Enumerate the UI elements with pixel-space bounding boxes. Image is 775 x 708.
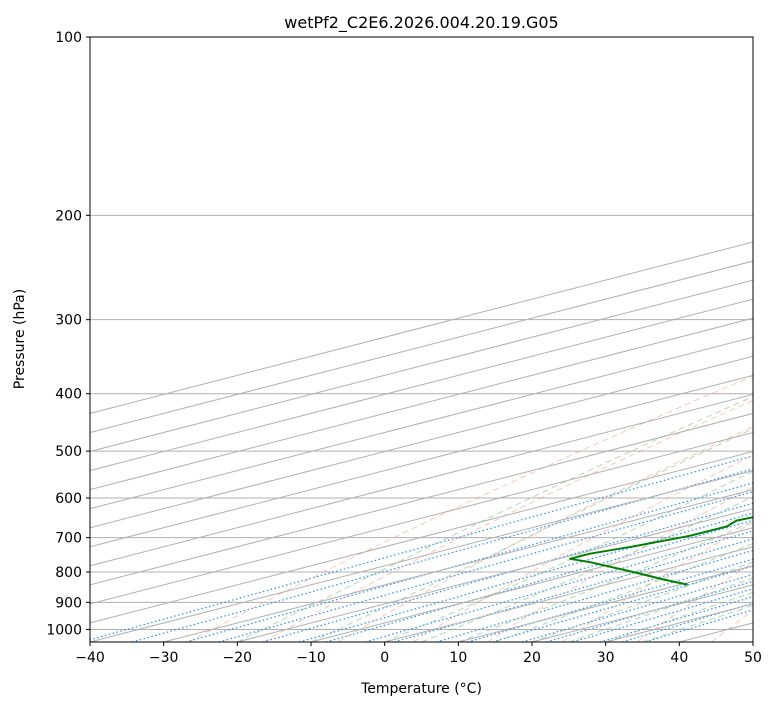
x-tick-label: 20 [523,650,541,666]
y-tick-label: 600 [55,491,82,507]
x-tick-label: −30 [149,650,179,666]
mixing-ratio-line [572,588,753,642]
y-tick-label: 800 [55,565,82,581]
x-axis-ticks: −40 −30 −20 −10 0 10 20 30 40 50 [75,642,762,666]
line-labels: 0.10.20.40.611.52346810131620253036-100-… [756,20,775,455]
x-tick-label: 0 [380,650,389,666]
isotherm-line [384,546,753,642]
mixing-ratio-label: 0.1 [756,434,775,455]
plot-area: 0.10.20.40.611.52346810131620253036-100-… [90,20,775,642]
y-tick-label: 300 [55,313,82,329]
isotherm-line [90,355,753,529]
isotherm-line [163,489,753,642]
moist-adiabats [237,396,753,642]
y-tick-label: 200 [55,208,82,224]
mixing-ratio-line [365,530,753,642]
x-tick-label: −10 [296,650,326,666]
isotherm-line [605,603,753,642]
mixing-ratio-line [546,580,753,642]
isotherms [90,241,753,642]
mixing-ratio-line [521,573,753,642]
dry-adiabats [188,375,753,642]
mixing-ratio-line [262,502,753,642]
isotherm-line [90,279,753,453]
dry-adiabat-line [412,454,753,642]
isotherm-line [458,565,753,642]
x-tick-label: 10 [449,650,467,666]
isotherm-line [310,527,753,642]
isotherm-line [90,336,753,510]
mixing-ratio-line [599,596,753,642]
x-tick-label: 50 [744,650,762,666]
dewpoint-profile-line [569,516,753,586]
isotherm-line [90,260,753,433]
y-tick-label: 900 [55,595,82,611]
isotherm-line [90,470,753,642]
dry-adiabat-line [636,561,753,642]
x-tick-label: −40 [75,650,105,666]
isotherm-line [90,317,753,491]
moist-adiabat-line [531,561,753,642]
moist-adiabat-line [421,496,753,642]
y-tick-label: 500 [55,444,82,460]
isotherm-line [679,622,753,642]
isotherm-line [237,508,753,642]
mixing-ratio-line [90,455,753,641]
mixing-ratio-line [325,519,753,642]
temperature-profile-line [761,37,775,585]
isotherm-line [90,412,753,586]
isotherm-line [90,374,753,548]
y-tick-label: 1000 [46,622,82,638]
moist-adiabat-line [384,470,753,642]
plot-frame [89,36,754,643]
dry-adiabat-line [487,486,753,642]
profile-series [569,37,775,586]
moist-adiabat-line [310,428,753,642]
dry-adiabat-line [562,521,753,642]
mixing-ratio-lines [90,455,753,642]
isotherm-line [90,241,753,414]
isotherm-line [752,641,753,642]
chart-title: wetPf2_C2E6.2026.004.20.19.G05 [284,13,558,33]
dry-adiabat-line [337,426,753,642]
x-tick-label: 30 [597,650,615,666]
isotherm-line [90,451,753,624]
x-tick-label: −20 [223,650,253,666]
dry-adiabat-line [188,375,753,642]
moist-adiabat-line [495,542,753,642]
dry-adiabat-line [263,399,753,642]
y-axis-label: Pressure (hPa) [12,289,28,389]
moist-adiabat-line [605,591,753,642]
isotherm-line [90,393,753,567]
y-tick-label: 100 [55,30,82,46]
x-axis-label: Temperature (°C) [360,681,482,697]
mixing-ratio-line [218,491,753,642]
y-axis-ticks: 100 200 300 400 500 600 700 800 900 1000 [46,30,90,638]
y-tick-label: 700 [55,531,82,547]
y-tick-label: 400 [55,387,82,403]
isotherm-line [90,431,753,605]
x-tick-label: 40 [670,650,688,666]
isotherm-line [90,298,753,472]
